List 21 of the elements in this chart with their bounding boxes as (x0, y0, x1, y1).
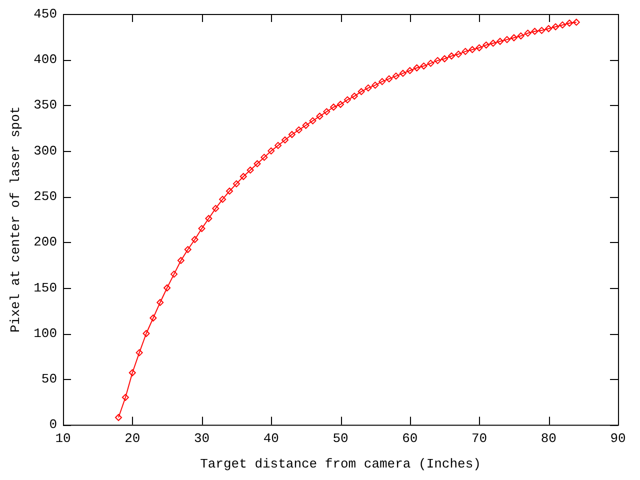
x-tick-label: 60 (402, 431, 418, 446)
x-tick-label: 90 (610, 431, 626, 446)
y-tick-label: 450 (34, 6, 58, 22)
y-tick-label: 350 (34, 98, 58, 113)
x-axis-title: Target distance from camera (Inches) (200, 456, 481, 472)
y-tick-label: 300 (34, 143, 58, 158)
x-tick-label: 40 (263, 431, 279, 446)
x-tick-label: 10 (55, 431, 71, 446)
x-tick-label: 80 (540, 431, 556, 446)
y-tick-label: 250 (34, 189, 58, 204)
x-tick-label: 70 (471, 431, 488, 446)
x-tick-label: 20 (124, 431, 140, 446)
y-axis-title: Pixel at center of laser spot (8, 106, 24, 333)
y-tick-label: 200 (34, 234, 58, 250)
y-tick-label: 50 (41, 372, 58, 387)
y-tick-label: 100 (34, 326, 58, 341)
y-tick-label: 400 (34, 52, 58, 68)
x-tick-label: 50 (332, 431, 348, 446)
y-tick-label: 150 (34, 280, 58, 296)
y-tick-label: 0 (49, 417, 58, 432)
x-tick-label: 30 (194, 431, 210, 446)
